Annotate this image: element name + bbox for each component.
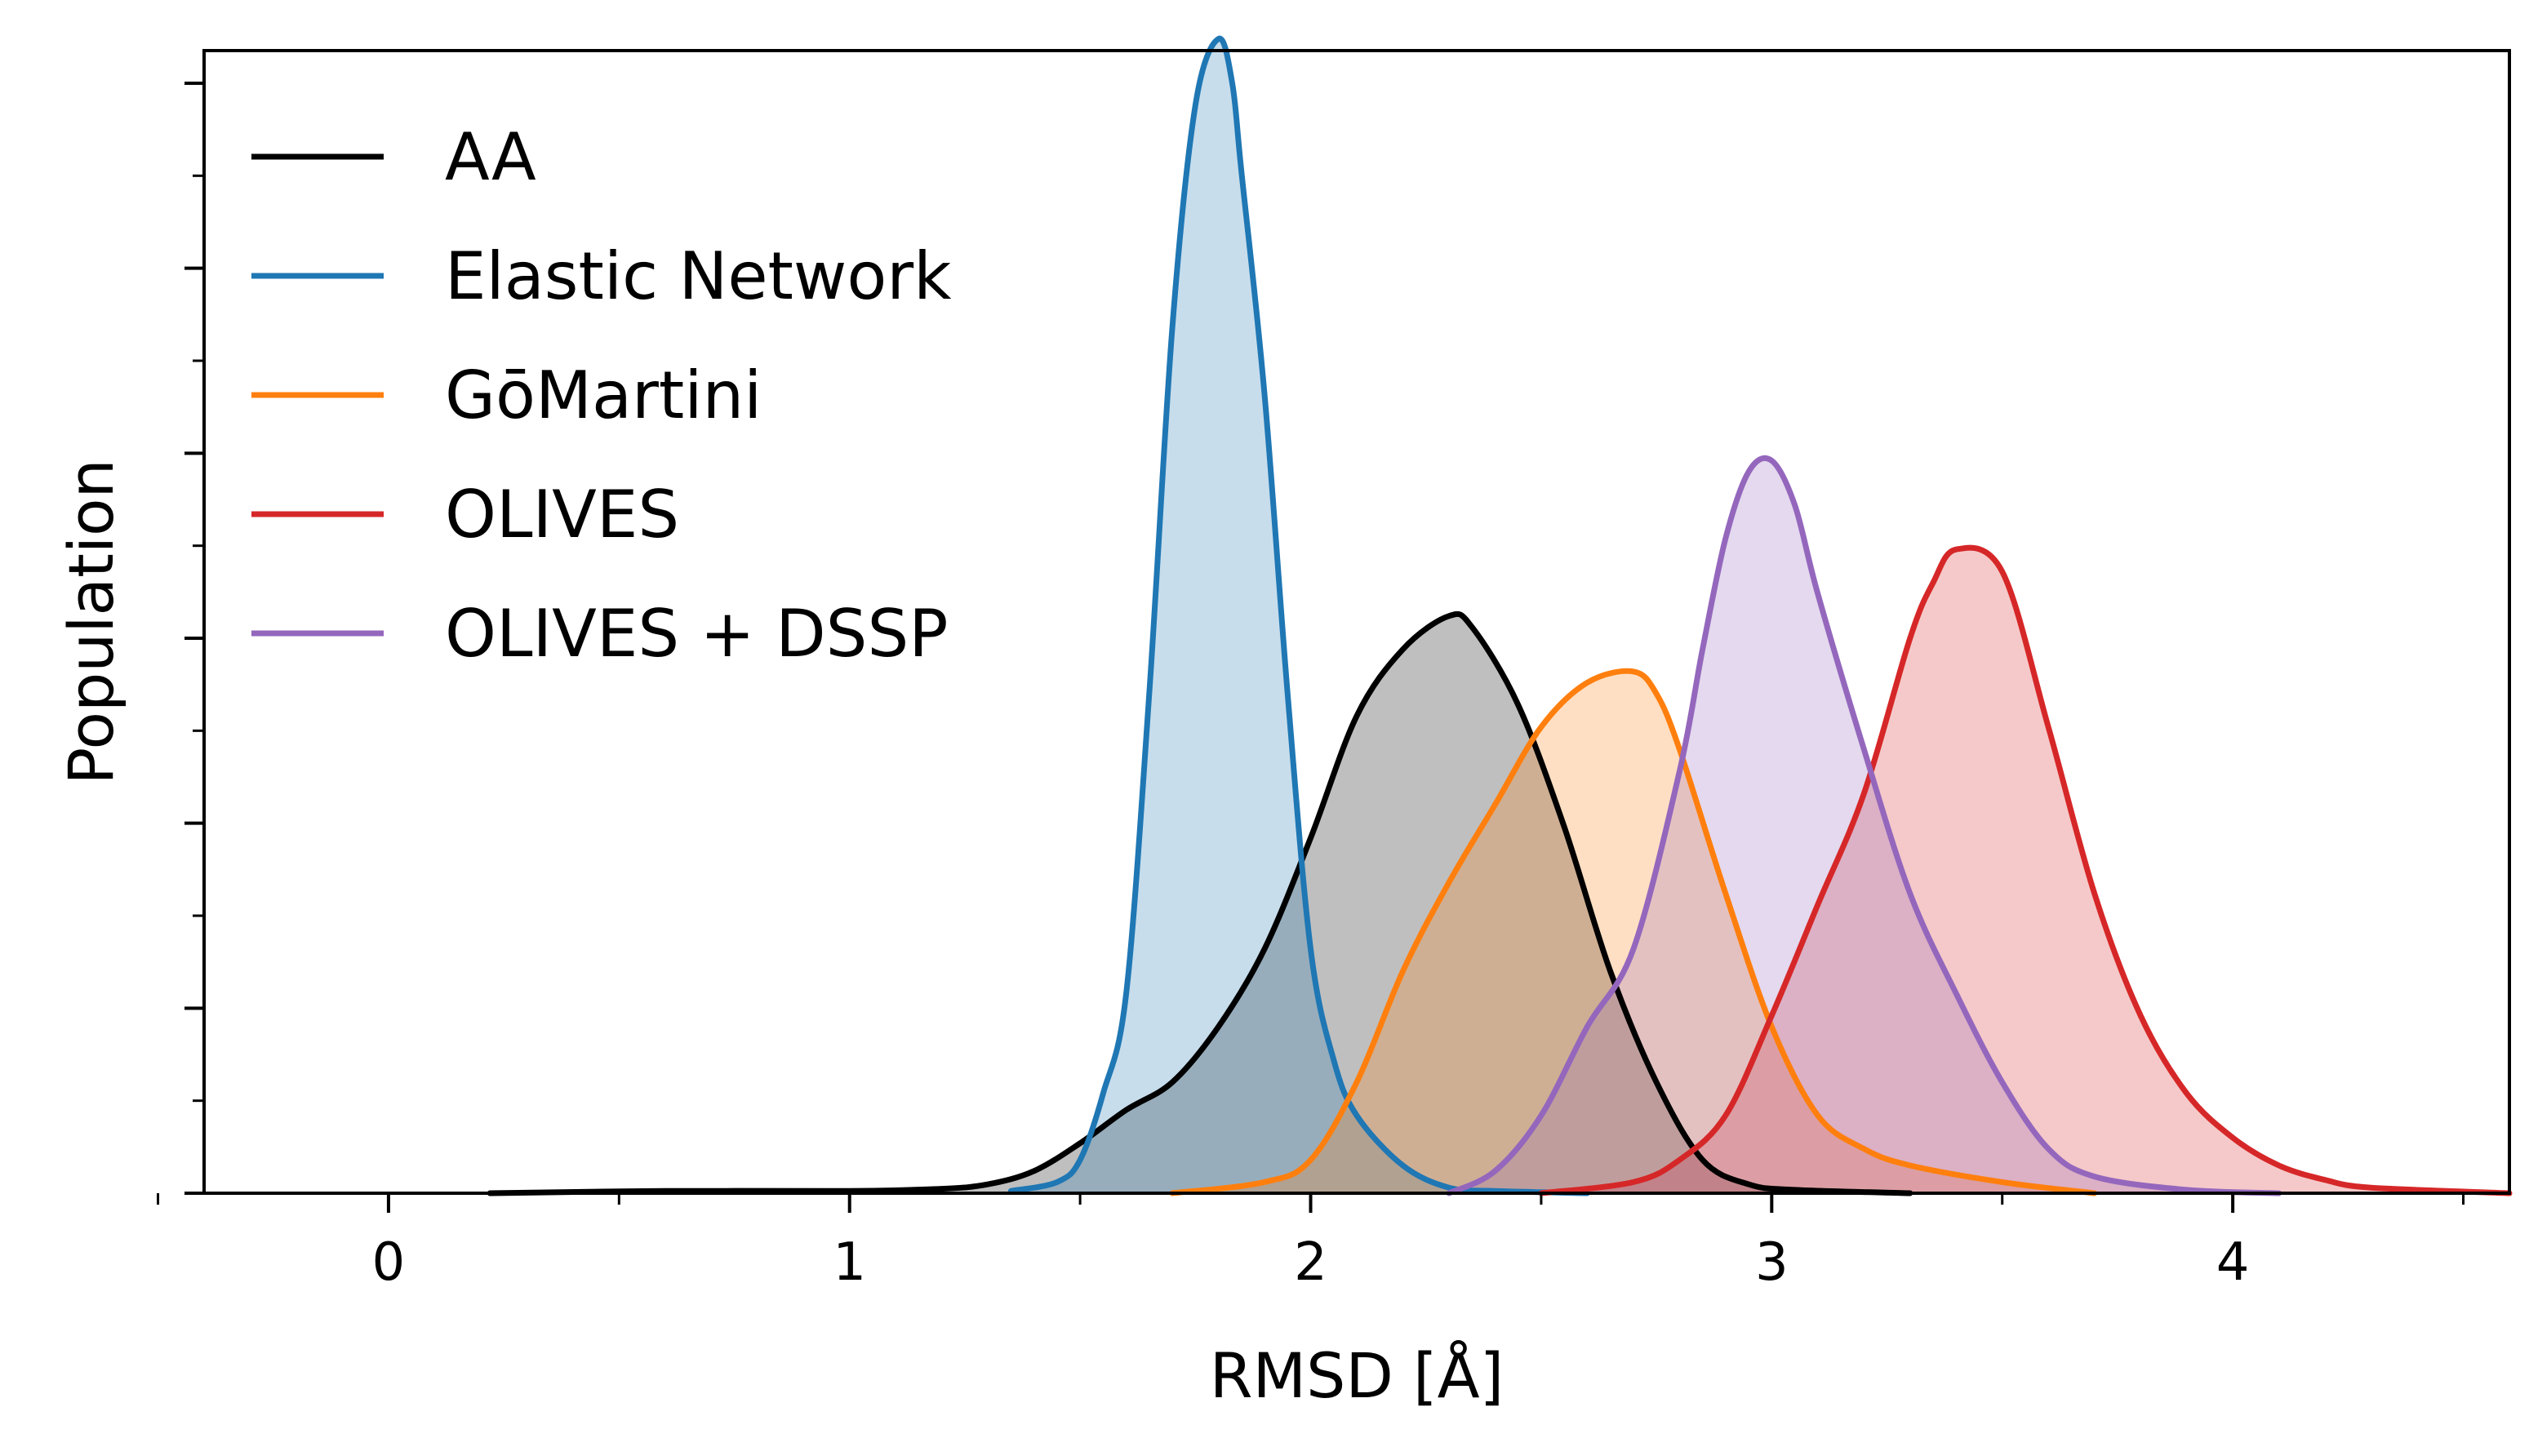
x-tick-label: 4 — [2216, 1232, 2250, 1293]
y-axis-title: Population — [55, 459, 127, 784]
legend-label-elastic-network: Elastic Network — [445, 238, 952, 314]
plot-frame — [202, 49, 2511, 1195]
x-tick-label: 2 — [1294, 1232, 1327, 1293]
legend-label-aa: AA — [445, 119, 536, 195]
x-tick-label: 0 — [372, 1232, 406, 1293]
series-line-g-martini — [1169, 668, 2098, 1196]
x-tick-label: 3 — [1755, 1232, 1789, 1293]
series-lines — [487, 35, 2513, 1196]
series-fill-elastic-network — [1011, 38, 1588, 1193]
series-fill-olives — [1540, 548, 2509, 1193]
x-axis-title: RMSD [Å] — [1210, 1339, 1505, 1412]
legend-label-g-martini: GōMartini — [445, 357, 762, 433]
x-axis: 0 1 2 3 4 — [157, 1193, 2465, 1293]
legend-label-olives-dssp: OLIVES + DSSP — [445, 596, 948, 672]
y-axis — [184, 82, 204, 1195]
series-line-aa — [487, 610, 1913, 1196]
series-fill-aa — [490, 614, 1910, 1193]
series-line-olives — [1538, 544, 2513, 1196]
x-tick-label: 1 — [833, 1232, 866, 1293]
series-fills — [490, 38, 2509, 1193]
series-fill-olives-dssp — [1449, 458, 2279, 1193]
series-line-elastic-network — [1007, 35, 1590, 1196]
series-fill-g-martini — [1172, 671, 2095, 1193]
series-line-olives-dssp — [1446, 455, 2282, 1196]
legend: AA Elastic Network GōMartini OLIVES OLIVES +… — [251, 119, 952, 672]
legend-label-olives: OLIVES — [445, 477, 679, 553]
